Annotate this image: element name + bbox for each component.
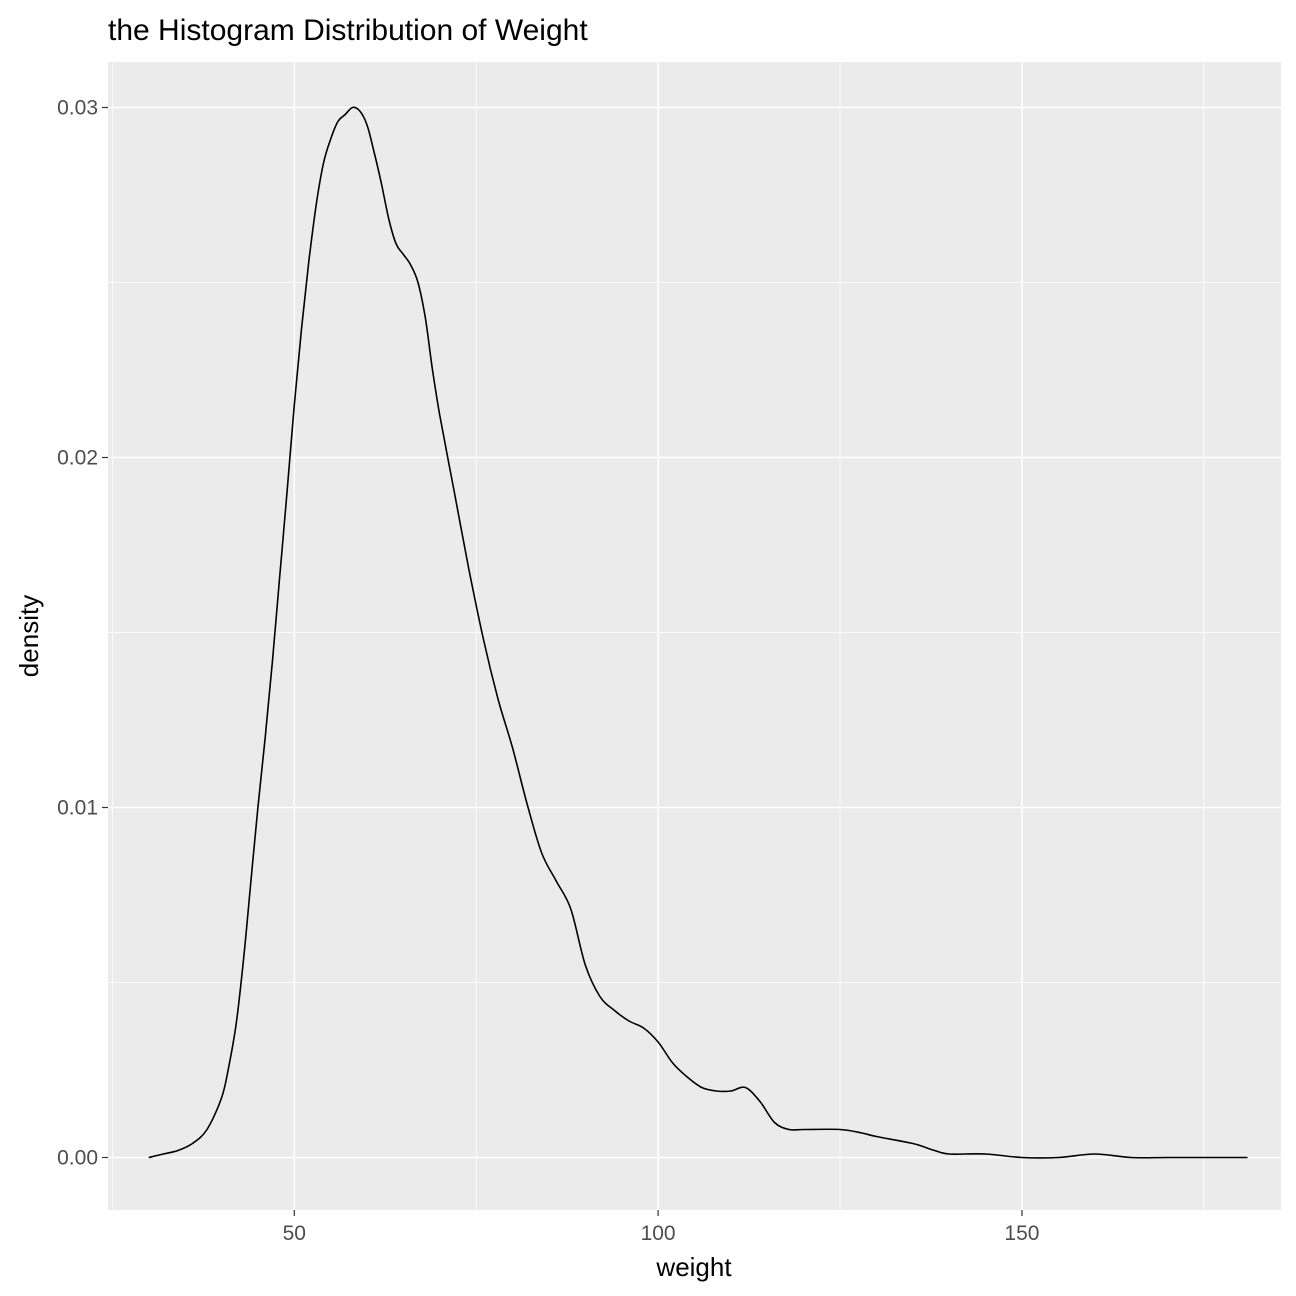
y-tick-label: 0.02 (57, 447, 98, 470)
x-axis-title: weight (655, 1252, 732, 1282)
y-tick-label: 0.00 (57, 1147, 98, 1170)
density-line (148, 106, 1248, 1159)
chart-title: the Histogram Distribution of Weight (108, 14, 588, 47)
x-tick-label: 50 (283, 1222, 306, 1245)
x-tick-label: 100 (641, 1222, 676, 1245)
plot-panel (108, 62, 1281, 1210)
y-tick-label: 0.01 (57, 797, 98, 820)
y-axis-title: density (14, 595, 44, 677)
x-axis: 50 100 150 (283, 1210, 1039, 1245)
y-axis: 0.00 0.01 0.02 0.03 (57, 97, 108, 1170)
grid-minor (108, 62, 1281, 1210)
y-tick-label: 0.03 (57, 97, 98, 120)
grid-major (108, 62, 1281, 1210)
x-tick-label: 150 (1004, 1222, 1039, 1245)
